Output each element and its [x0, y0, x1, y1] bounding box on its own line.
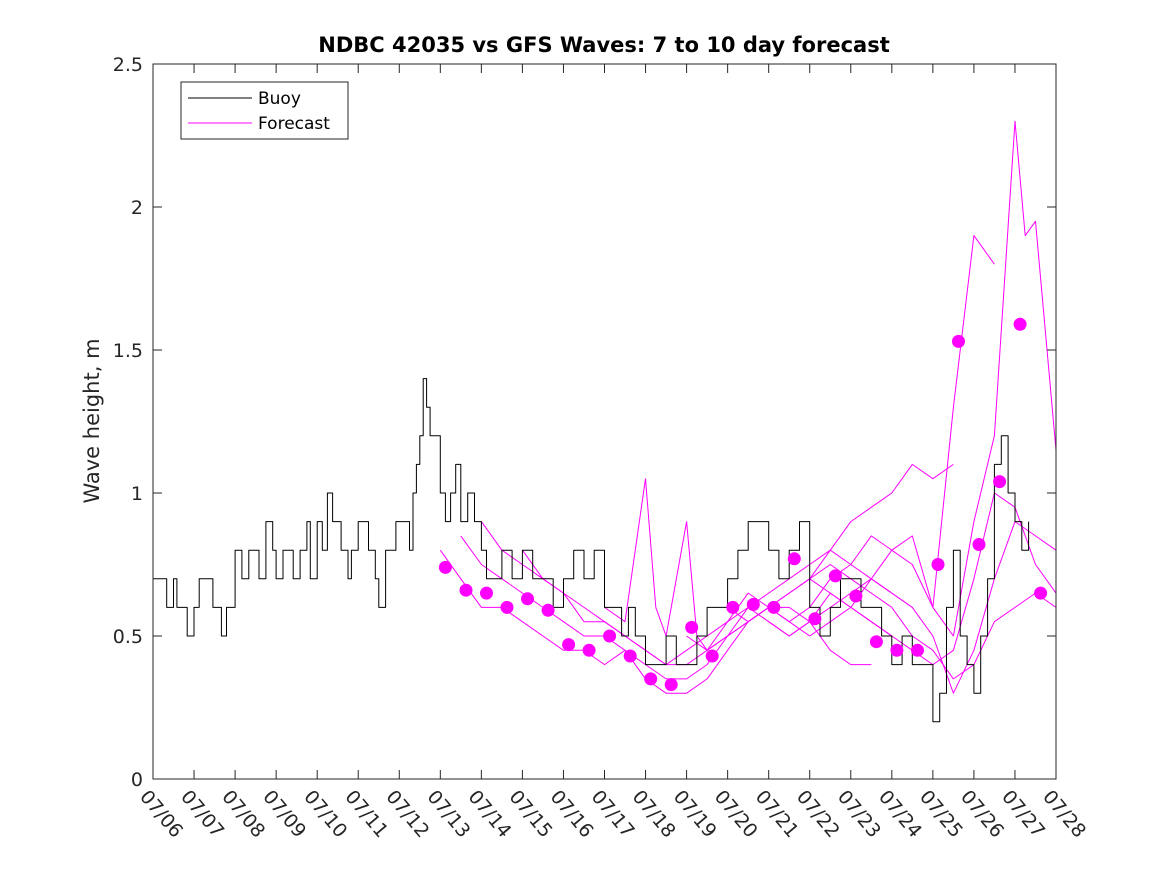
- plot-area: [153, 64, 1056, 779]
- forecast-marker: [562, 638, 576, 652]
- forecast-marker: [459, 583, 473, 597]
- forecast-marker: [726, 600, 740, 614]
- forecast-marker: [952, 334, 965, 348]
- forecast-marker: [582, 643, 596, 657]
- forecast-marker: [500, 600, 514, 614]
- forecast-marker: [767, 600, 781, 614]
- forecast-marker: [931, 558, 945, 571]
- y-tick-label: 0.5: [113, 626, 143, 648]
- forecast-marker: [849, 589, 863, 603]
- forecast-marker: [787, 552, 801, 566]
- chart-title: NDBC 42035 vs GFS Waves: 7 to 10 day for…: [318, 33, 889, 57]
- legend-box: [180, 81, 349, 140]
- forecast-marker: [993, 475, 1007, 489]
- y-tick-label: 0: [131, 769, 143, 791]
- y-tick-label: 1.5: [113, 340, 143, 362]
- forecast-marker: [644, 672, 658, 686]
- legend: Buoy Forecast: [180, 81, 349, 140]
- forecast-marker: [438, 560, 452, 574]
- forecast-marker: [603, 629, 617, 643]
- forecast-marker: [1034, 586, 1048, 600]
- buoy-series-line: [153, 378, 1030, 723]
- series-layer: [153, 120, 1057, 723]
- legend-forecast-label: Forecast: [258, 114, 330, 134]
- forecast-series-line: [727, 564, 1057, 680]
- legend-buoy-label: Buoy: [258, 89, 301, 109]
- forecast-marker: [828, 569, 842, 583]
- forecast-marker: [623, 649, 637, 663]
- forecast-marker: [685, 620, 699, 634]
- forecast-marker: [705, 649, 719, 663]
- forecast-marker: [808, 612, 822, 626]
- forecast-marker: [972, 538, 986, 551]
- y-tick-label: 2: [131, 197, 143, 219]
- forecast-marker: [746, 598, 760, 611]
- forecast-marker: [541, 603, 555, 617]
- forecast-marker: [869, 635, 883, 649]
- forecast-marker: [664, 678, 678, 692]
- y-axis-label: Wave height, m: [80, 338, 104, 503]
- forecast-marker: [521, 592, 534, 606]
- forecast-marker: [480, 586, 493, 600]
- forecast-marker: [890, 643, 904, 657]
- y-tick-label: 1: [131, 483, 143, 505]
- forecast-marker: [911, 643, 924, 657]
- forecast-marker: [1013, 317, 1027, 331]
- y-tick-label: 2.5: [113, 54, 143, 76]
